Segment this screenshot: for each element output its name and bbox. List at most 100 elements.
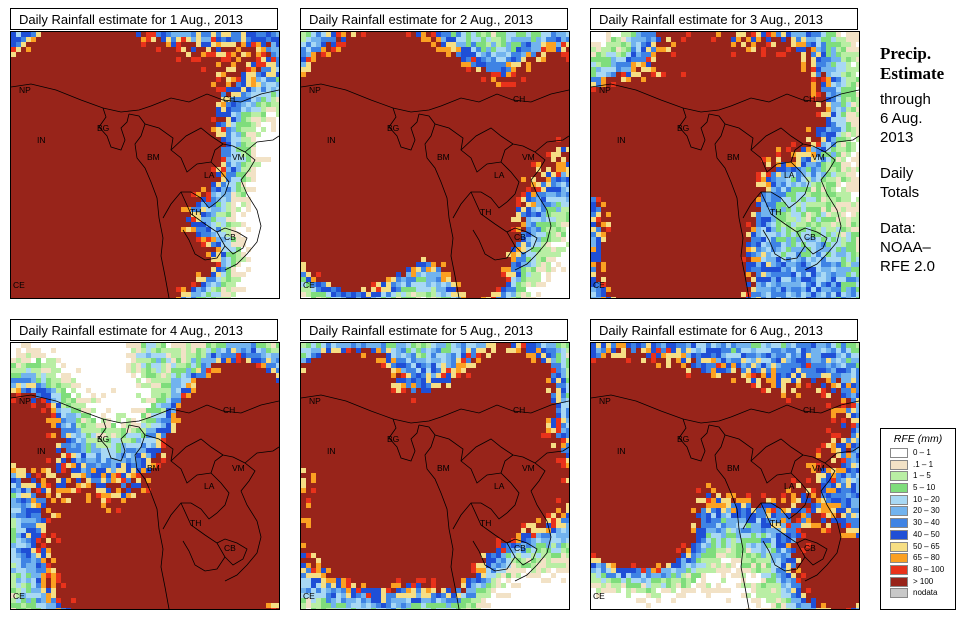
country-label-in: IN [327,446,336,456]
legend-swatch [890,588,908,599]
country-label-ch: CH [223,94,236,104]
legend-swatch [890,483,908,494]
legend-label: 65 – 80 [913,553,940,563]
country-label-ch: CH [513,94,526,104]
legend-item: 50 – 65 [881,541,955,553]
country-label-vm: VM [522,463,535,473]
rainfall-field [11,343,279,609]
country-label-la: LA [784,481,795,491]
country-label-bg: BG [387,123,400,133]
period-line-3: 2013 [880,129,914,146]
country-label-cb: CB [804,232,816,242]
legend-swatch [890,529,908,540]
legend-swatch [890,576,908,587]
rainfall-field [301,343,569,609]
country-label-ce: CE [303,280,315,290]
country-label-ce: CE [593,280,605,290]
country-label-bm: BM [147,463,160,473]
legend-swatch [890,564,908,575]
country-label-ch: CH [223,405,236,415]
heading-line-1: Precip. [880,44,932,63]
country-label-ch: CH [513,405,526,415]
rainfall-legend: RFE (mm) 0 – 1 .1 – 1 1 – 5 5 – 10 10 – 20 20… [880,428,956,610]
country-label-cb: CB [514,232,526,242]
country-label-np: NP [19,85,31,95]
period-line-2: 6 Aug. [880,110,923,127]
country-label-in: IN [327,135,336,145]
rainfall-field [591,32,859,298]
country-label-cb: CB [224,232,236,242]
source-line-3: RFE 2.0 [880,258,936,275]
map-panel-1: Daily Rainfall estimate for 1 Aug., 2013… [10,8,280,299]
map-panel-2: Daily Rainfall estimate for 2 Aug., 2013… [300,8,570,299]
country-label-vm: VM [232,152,245,162]
panel-title: Daily Rainfall estimate for 4 Aug., 2013 [10,319,278,341]
legend-item: 5 – 10 [881,482,955,494]
legend-swatch [890,448,908,458]
legend-label: 30 – 40 [913,518,940,528]
country-label-np: NP [599,85,611,95]
map-panel-4: Daily Rainfall estimate for 4 Aug., 2013… [10,319,280,610]
panel-title: Daily Rainfall estimate for 6 Aug., 2013 [590,319,858,341]
country-label-ce: CE [13,280,25,290]
country-label-la: LA [784,170,795,180]
rainfall-field [11,32,279,298]
country-label-bg: BG [97,434,110,444]
side-description: Precip. Estimate through 6 Aug. 2013 Dai… [880,44,965,276]
country-label-bg: BG [677,434,690,444]
legend-swatch [890,459,908,470]
legend-item: 1 – 5 [881,470,955,482]
panel-title: Daily Rainfall estimate for 2 Aug., 2013 [300,8,568,30]
country-label-cb: CB [514,543,526,553]
map-panel-5: Daily Rainfall estimate for 5 Aug., 2013… [300,319,570,610]
rainfall-map: NP CH IN BG BM VM LA TH CB CE [590,31,860,299]
map-panel-3: Daily Rainfall estimate for 3 Aug., 2013… [590,8,860,299]
legend-label: nodata [913,588,938,598]
totals-line-2: Totals [880,184,920,201]
country-label-cb: CB [804,543,816,553]
legend-item: 30 – 40 [881,517,955,529]
country-label-la: LA [204,170,215,180]
totals-line-1: Daily [880,165,914,182]
legend-label: 0 – 1 [913,448,931,457]
rainfall-field [591,343,859,609]
legend-label: 20 – 30 [913,506,940,516]
country-label-ch: CH [803,405,816,415]
legend-item: 65 – 80 [881,552,955,564]
country-label-np: NP [309,396,321,406]
rainfall-map: NP CH IN BG BM VM LA TH CB CE [10,342,280,610]
country-label-bm: BM [727,463,740,473]
country-label-ce: CE [593,591,605,601]
legend-item: 80 – 100 [881,564,955,576]
legend-item: 10 – 20 [881,494,955,506]
heading-line-2: Estimate [880,64,945,83]
country-label-vm: VM [232,463,245,473]
country-label-bg: BG [677,123,690,133]
legend-label: 40 – 50 [913,529,940,539]
country-label-in: IN [37,446,46,456]
legend-swatch [890,541,908,552]
country-label-in: IN [617,135,626,145]
legend-swatch [890,494,908,505]
legend-label: 1 – 5 [913,471,931,481]
country-label-vm: VM [522,152,535,162]
country-label-th: TH [190,207,202,217]
country-label-th: TH [480,207,492,217]
legend-item: .1 – 1 [881,459,955,471]
country-label-bg: BG [97,123,110,133]
country-label-ce: CE [13,591,25,601]
rainfall-map: NP CH IN BG BM VM LA TH CB CE [590,342,860,610]
country-label-vm: VM [812,463,825,473]
legend-label: 50 – 65 [913,541,940,551]
legend-swatch [890,471,908,482]
country-label-np: NP [19,396,31,406]
rainfall-map: NP CH IN BG BM VM LA TH CB CE [300,31,570,299]
legend-title: RFE (mm) [893,433,943,445]
country-label-in: IN [37,135,46,145]
country-label-vm: VM [812,152,825,162]
rainfall-field [301,32,569,298]
legend-swatch [890,553,908,564]
legend-swatch [890,506,908,517]
country-label-np: NP [309,85,321,95]
country-label-bm: BM [727,152,740,162]
